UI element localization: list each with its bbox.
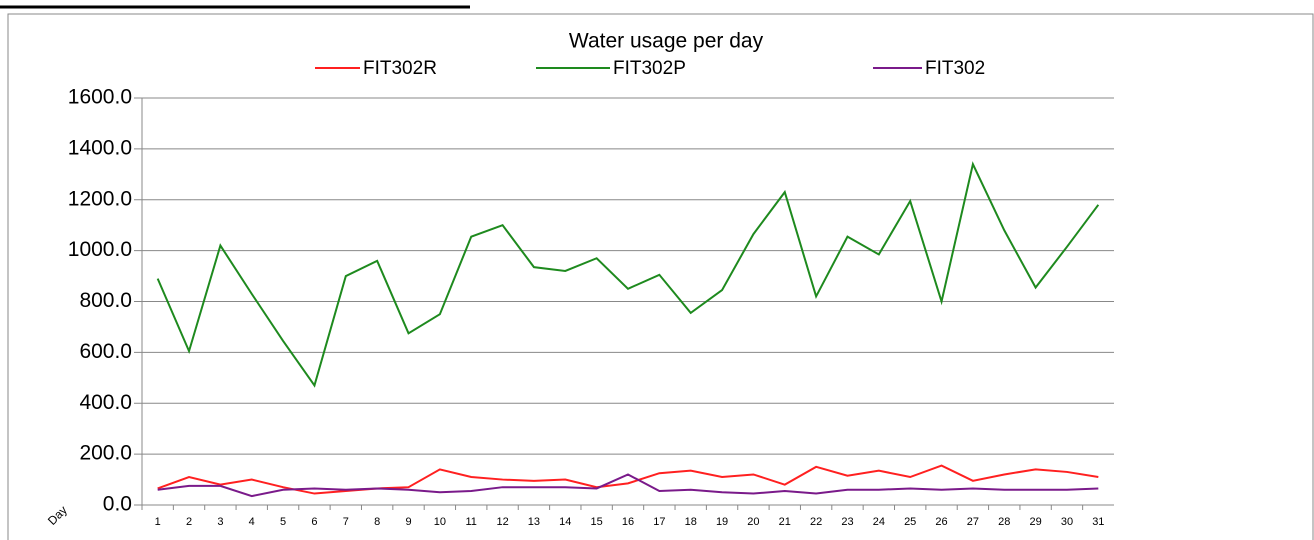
- x-tick-label: 21: [779, 516, 791, 528]
- y-tick-label: 400.0: [79, 391, 132, 414]
- x-tick-label: 6: [311, 516, 317, 528]
- y-tick-label: 600.0: [79, 340, 132, 363]
- y-tick-label: 1000.0: [68, 238, 132, 261]
- x-tick-label: 28: [998, 516, 1010, 528]
- x-tick-label: 24: [873, 516, 885, 528]
- x-tick-label: 18: [685, 516, 697, 528]
- x-tick-label: 19: [716, 516, 728, 528]
- series-line: [156, 161, 1100, 388]
- x-tick-label: 23: [841, 516, 853, 528]
- x-tick-label: 25: [904, 516, 916, 528]
- chart-border: [7, 13, 1314, 540]
- x-tick-label: 15: [591, 516, 603, 528]
- chart-title: Water usage per day: [569, 30, 764, 53]
- x-tick-label: 9: [405, 516, 411, 528]
- legend-label: FIT302: [925, 58, 985, 79]
- series-line: [157, 464, 1099, 495]
- x-tick-label: 17: [653, 516, 665, 528]
- y-tick-label: 200.0: [79, 442, 132, 465]
- y-tick-label: 800.0: [79, 289, 132, 312]
- x-tick-label: 31: [1092, 516, 1104, 528]
- x-tick-label: 16: [622, 516, 634, 528]
- x-tick-label: 20: [747, 516, 759, 528]
- y-tick-label: 1600.0: [68, 86, 132, 109]
- x-tick-label: 27: [967, 516, 979, 528]
- y-tick-label: 1400.0: [68, 136, 132, 159]
- x-tick-label: 7: [343, 516, 349, 528]
- x-tick-label: 10: [434, 516, 446, 528]
- x-axis-label: Day: [45, 503, 70, 528]
- x-tick-label: 22: [810, 516, 822, 528]
- x-tick-label: 3: [217, 516, 223, 528]
- x-tick-label: 30: [1061, 516, 1073, 528]
- legend-label: FIT302R: [363, 58, 437, 79]
- x-tick-label: 13: [528, 516, 540, 528]
- legend-label: FIT302P: [613, 58, 686, 79]
- x-tick-label: 5: [280, 516, 286, 528]
- x-tick-label: 12: [496, 516, 508, 528]
- y-tick-label: 0.0: [103, 493, 132, 516]
- x-tick-label: 26: [935, 516, 947, 528]
- x-tick-label: 1: [155, 516, 161, 528]
- x-tick-label: 11: [466, 516, 477, 528]
- x-tick-label: 4: [249, 516, 255, 528]
- y-tick-label: 1200.0: [68, 187, 132, 210]
- series-line: [157, 473, 1099, 498]
- x-tick-label: 8: [374, 516, 380, 528]
- x-tick-label: 29: [1029, 516, 1041, 528]
- x-tick-label: 14: [559, 516, 571, 528]
- x-tick-label: 2: [186, 516, 192, 528]
